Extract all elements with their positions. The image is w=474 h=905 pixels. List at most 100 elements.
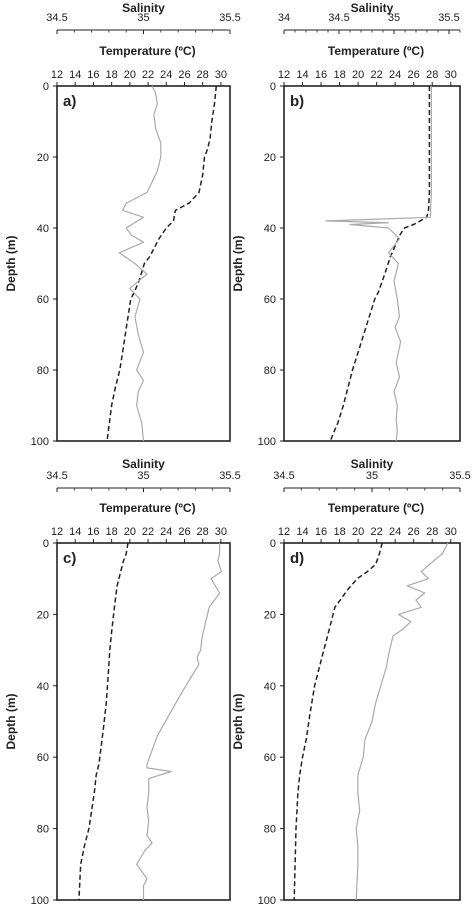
depth-tick-label: 20 [37, 609, 49, 621]
temperature-tick-label: 22 [142, 69, 154, 81]
salinity-tick-label: 35.5 [449, 470, 470, 482]
temperature-tick-label: 26 [178, 526, 190, 538]
depth-tick-label: 0 [43, 538, 49, 550]
plot-frame [56, 542, 231, 901]
salinity-tick-label: 35 [137, 470, 149, 482]
temperature-tick-label: 24 [160, 526, 172, 538]
plot-frame [283, 542, 461, 901]
plot-frame [283, 85, 461, 442]
temperature-tick-label: 20 [124, 526, 136, 538]
depth-tick-label: 80 [264, 824, 276, 836]
depth-tick-label: 0 [43, 81, 49, 93]
panel-label: b) [290, 93, 304, 110]
salinity-axis-title: Salinity [122, 457, 165, 471]
salinity-tick-label: 34.5 [46, 470, 67, 482]
temperature-tick-label: 30 [445, 526, 457, 538]
temperature-tick-label: 16 [87, 69, 99, 81]
temperature-tick-label: 20 [352, 526, 364, 538]
salinity-tick-label: 35.5 [438, 12, 459, 24]
temperature-profile-line [106, 85, 218, 442]
temperature-tick-label: 16 [87, 526, 99, 538]
depth-tick-label: 60 [37, 752, 49, 764]
depth-tick-label: 60 [264, 752, 276, 764]
salinity-tick-label: 35 [388, 12, 400, 24]
temperature-tick-label: 30 [215, 69, 227, 81]
depth-tick-label: 80 [37, 365, 49, 377]
depth-tick-label: 100 [258, 895, 276, 905]
depth-tick-label: 0 [270, 538, 276, 550]
depth-tick-label: 40 [264, 223, 276, 235]
temperature-tick-label: 24 [389, 526, 401, 538]
temperature-profile-line [78, 542, 129, 901]
panel-label: d) [290, 550, 304, 567]
temperature-tick-label: 30 [445, 69, 457, 81]
temperature-tick-label: 22 [371, 69, 383, 81]
temperature-axis-title: Temperature (ºC) [99, 44, 195, 58]
salinity-axis-title: Salinity [351, 1, 394, 15]
temperature-tick-label: 14 [296, 526, 308, 538]
temperature-tick-label: 24 [160, 69, 172, 81]
temperature-tick-label: 24 [389, 69, 401, 81]
salinity-tick-label: 34.5 [46, 12, 67, 24]
temperature-tick-label: 12 [278, 526, 290, 538]
temperature-tick-label: 26 [408, 69, 420, 81]
salinity-tick-label: 35 [366, 470, 378, 482]
temperature-profile-line [329, 86, 431, 442]
depth-tick-label: 20 [37, 152, 49, 164]
depth-tick-label: 60 [264, 294, 276, 306]
temperature-axis-title: Temperature (ºC) [328, 44, 424, 58]
salinity-tick-label: 34.5 [328, 12, 349, 24]
temperature-tick-label: 20 [124, 69, 136, 81]
salinity-profile-line [118, 85, 162, 442]
depth-tick-label: 40 [37, 681, 49, 693]
temperature-tick-label: 14 [69, 526, 81, 538]
depth-tick-label: 20 [264, 152, 276, 164]
temperature-tick-label: 28 [197, 69, 209, 81]
temperature-axis-title: Temperature (ºC) [328, 501, 424, 515]
depth-tick-label: 60 [37, 294, 49, 306]
temperature-axis-title: Temperature (ºC) [99, 501, 195, 515]
panel-label: c) [63, 550, 76, 567]
temperature-tick-label: 20 [352, 69, 364, 81]
salinity-tick-label: 34.5 [273, 470, 294, 482]
temperature-tick-label: 16 [315, 526, 327, 538]
depth-axis-title: Depth (m) [231, 694, 245, 750]
depth-tick-label: 100 [258, 436, 276, 448]
temperature-tick-label: 14 [69, 69, 81, 81]
salinity-profile-line [325, 86, 432, 442]
temperature-tick-label: 12 [51, 69, 63, 81]
plot-frame [56, 85, 231, 442]
depth-tick-label: 80 [37, 824, 49, 836]
temperature-tick-label: 18 [106, 69, 118, 81]
depth-axis-title: Depth (m) [231, 236, 245, 292]
salinity-tick-label: 35.5 [219, 12, 240, 24]
depth-tick-label: 100 [31, 436, 49, 448]
salinity-tick-label: 35 [137, 12, 149, 24]
salinity-axis-title: Salinity [351, 457, 394, 471]
temperature-tick-label: 22 [371, 526, 383, 538]
depth-tick-label: 40 [37, 223, 49, 235]
temperature-tick-label: 18 [333, 526, 345, 538]
temperature-tick-label: 26 [408, 526, 420, 538]
depth-axis-title: Depth (m) [4, 694, 18, 750]
temperature-profile-line [293, 542, 383, 901]
temperature-tick-label: 28 [197, 526, 209, 538]
salinity-tick-label: 35.5 [219, 470, 240, 482]
temperature-tick-label: 28 [426, 69, 438, 81]
depth-tick-label: 20 [264, 609, 276, 621]
temperature-tick-label: 16 [315, 69, 327, 81]
temperature-tick-label: 18 [106, 526, 118, 538]
temperature-tick-label: 12 [278, 69, 290, 81]
temperature-tick-label: 26 [178, 69, 190, 81]
salinity-profile-line [136, 543, 222, 900]
depth-tick-label: 0 [270, 81, 276, 93]
temperature-tick-label: 28 [426, 526, 438, 538]
salinity-tick-label: 34 [278, 12, 290, 24]
salinity-profile-line [355, 542, 449, 901]
depth-tick-label: 80 [264, 365, 276, 377]
temperature-tick-label: 30 [215, 526, 227, 538]
depth-tick-label: 100 [31, 895, 49, 905]
panel-label: a) [63, 93, 76, 110]
salinity-axis-title: Salinity [122, 1, 165, 15]
